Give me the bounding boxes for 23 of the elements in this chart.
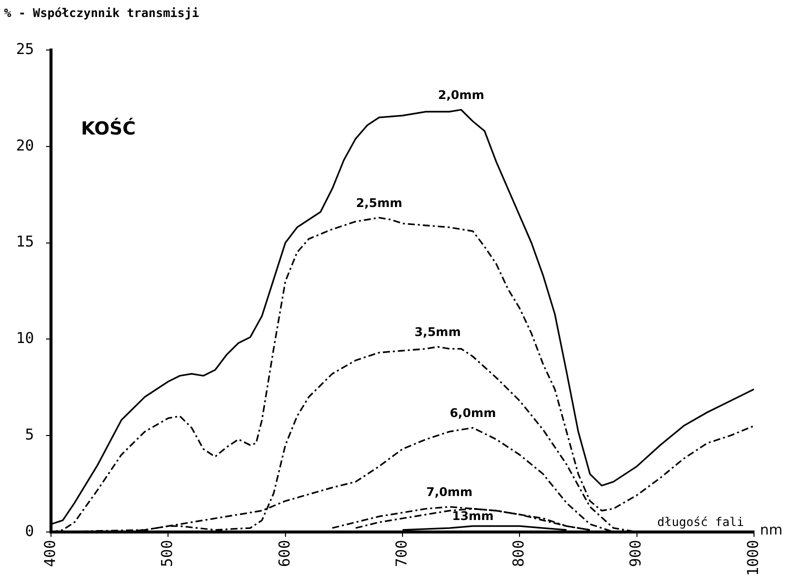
- series-label: 2,0mm: [438, 88, 484, 102]
- y-tick-label: 5: [25, 425, 34, 444]
- x-tick-label: 900: [626, 540, 645, 567]
- x-tick-label: 600: [275, 540, 294, 567]
- x-axis-title: długość fali: [657, 515, 744, 529]
- x-tick-label: 800: [510, 540, 528, 567]
- series-label: 7,0mm: [426, 484, 473, 499]
- y-tick-label: 0: [25, 522, 34, 540]
- text: KOŚĆ: [81, 118, 136, 140]
- series-label: 2,5mm: [356, 196, 402, 210]
- y-tick-label: 15: [16, 232, 34, 251]
- y-tick-label: 10: [16, 329, 34, 348]
- series-label: 3,5mm: [414, 324, 461, 339]
- series-label: 13mm: [452, 509, 494, 524]
- y-axis-title: % - Współczynnik transmisji: [4, 6, 200, 20]
- y-tick-label: 20: [16, 136, 34, 154]
- series-label: 6,0mm: [450, 406, 496, 420]
- x-tick-label: 700: [392, 540, 410, 567]
- x-tick-label: 1000: [744, 540, 762, 576]
- y-tick-label: 25: [16, 40, 34, 58]
- text: nm: [760, 522, 783, 539]
- x-tick-label: 400: [40, 540, 59, 567]
- x-tick-label: 500: [158, 540, 176, 567]
